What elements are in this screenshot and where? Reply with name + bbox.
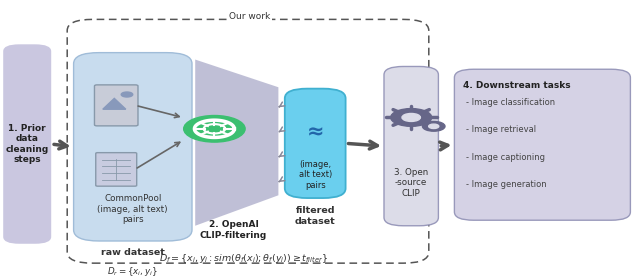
Text: ≈: ≈ — [307, 122, 324, 142]
Text: $D_r = \{x_i, y_i\}$: $D_r = \{x_i, y_i\}$ — [108, 265, 158, 277]
FancyBboxPatch shape — [3, 44, 51, 244]
Text: 4. Downstream tasks: 4. Downstream tasks — [463, 81, 570, 90]
FancyBboxPatch shape — [74, 53, 192, 241]
Polygon shape — [103, 98, 126, 109]
Text: (image,
alt text)
pairs: (image, alt text) pairs — [299, 160, 332, 190]
FancyBboxPatch shape — [285, 89, 346, 198]
Circle shape — [422, 121, 445, 131]
FancyBboxPatch shape — [384, 66, 438, 226]
Text: 3. Open
-source
CLIP: 3. Open -source CLIP — [394, 168, 428, 198]
Text: - Image classification: - Image classification — [466, 98, 555, 107]
Circle shape — [429, 124, 439, 129]
FancyBboxPatch shape — [96, 153, 137, 186]
Text: 1. Prior
data
cleaning
steps: 1. Prior data cleaning steps — [6, 124, 49, 164]
FancyBboxPatch shape — [95, 85, 138, 126]
Text: - Image generation: - Image generation — [466, 180, 547, 189]
Polygon shape — [195, 60, 278, 226]
Text: filtered
dataset: filtered dataset — [295, 206, 335, 226]
Circle shape — [121, 92, 132, 97]
Circle shape — [390, 109, 432, 126]
Text: CommonPool
(image, alt text)
pairs: CommonPool (image, alt text) pairs — [97, 194, 168, 224]
Text: Our work: Our work — [229, 12, 270, 21]
Circle shape — [184, 116, 245, 142]
Circle shape — [402, 114, 420, 121]
Text: raw dataset: raw dataset — [101, 248, 164, 257]
FancyBboxPatch shape — [454, 69, 630, 220]
Text: $D_f = \{x_i, y_i : sim(\theta_f(x_i); \theta_f(y_i)) \geq t_{filter}\}$: $D_f = \{x_i, y_i : sim(\theta_f(x_i); \… — [159, 253, 328, 265]
Text: 2. OpenAI
CLIP-filtering: 2. OpenAI CLIP-filtering — [200, 220, 268, 240]
Text: - Image captioning: - Image captioning — [466, 153, 545, 161]
Text: - Image retrieval: - Image retrieval — [466, 125, 536, 134]
